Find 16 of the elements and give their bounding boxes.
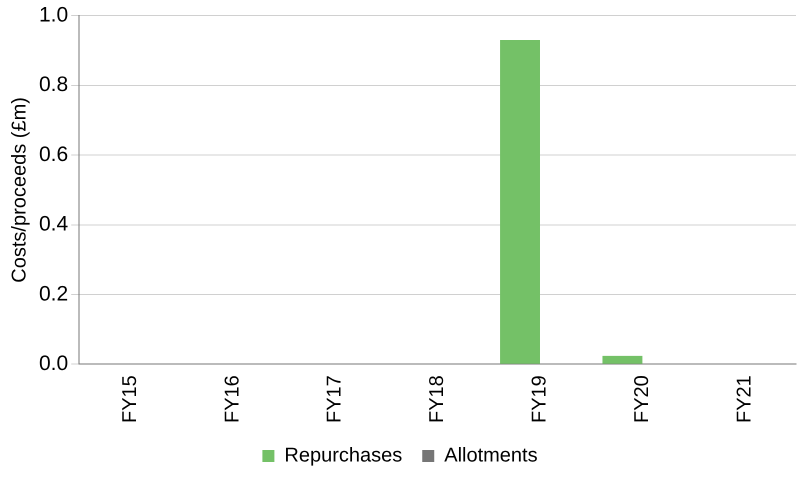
y-axis-title: Costs/proceeds (£m) (8, 97, 31, 283)
y-tick-label: 0.0 (38, 352, 68, 375)
y-tick-label: 0.2 (38, 282, 68, 306)
x-tick-label: FY17 (324, 375, 346, 424)
x-tick-label: FY16 (221, 375, 244, 424)
y-tick-label: 1.0 (38, 3, 68, 26)
x-tick-label: FY15 (118, 375, 141, 424)
y-tick-label: 0.8 (38, 73, 68, 96)
x-tick-label: FY21 (733, 375, 756, 424)
x-tick-label: FY19 (528, 375, 551, 424)
legend-label: Allotments (444, 444, 538, 467)
y-tick-label: 0.4 (38, 212, 69, 236)
x-tick-label: FY18 (426, 375, 448, 424)
x-tick-label: FY20 (630, 375, 653, 424)
y-tick-label: 0.6 (38, 142, 68, 166)
legend-label: Repurchases (284, 444, 402, 467)
